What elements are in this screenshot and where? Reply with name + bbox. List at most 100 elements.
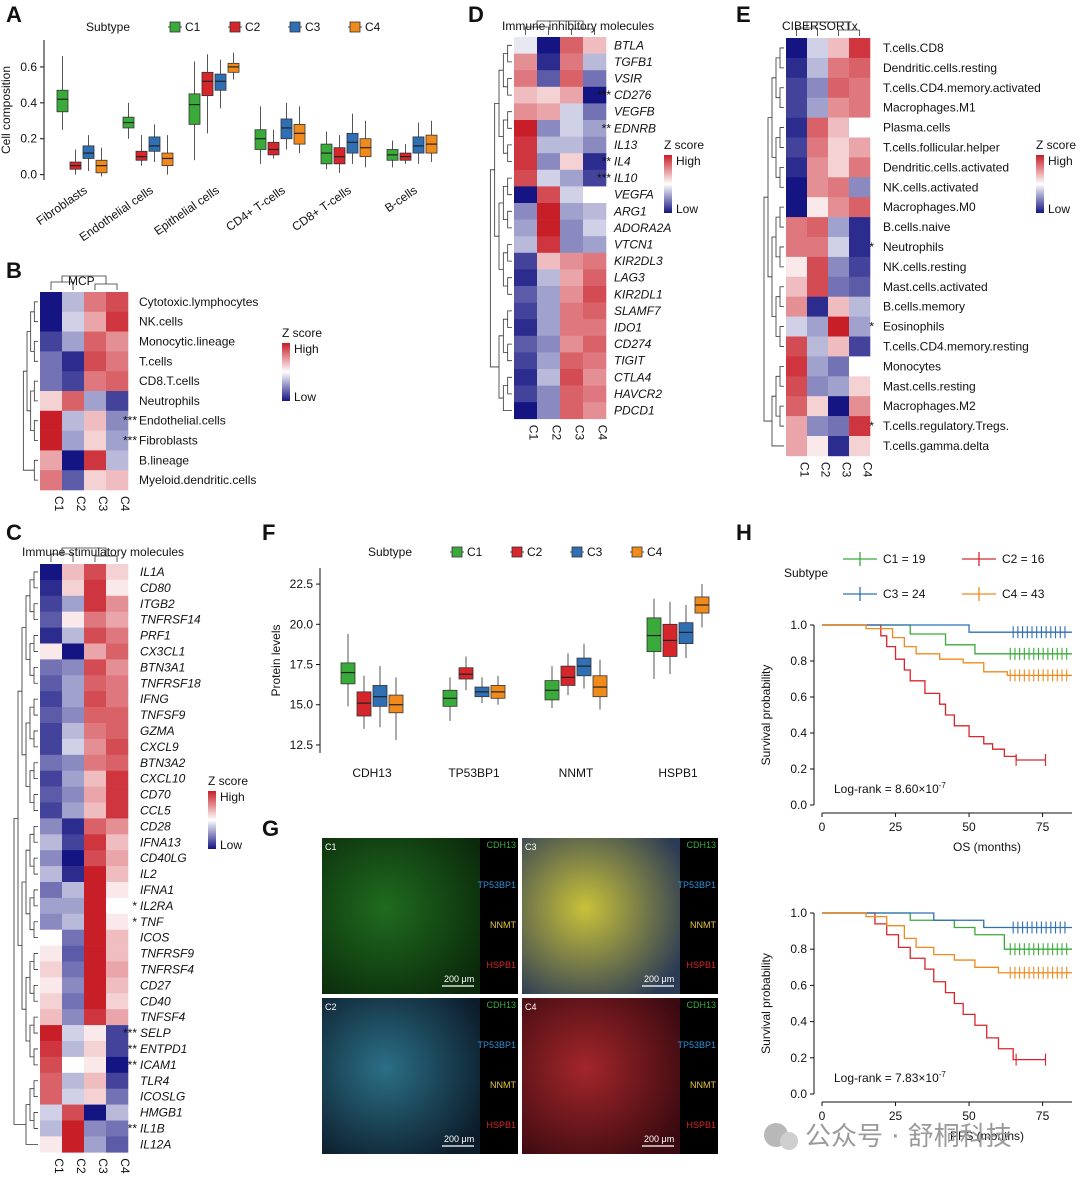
panel-d-cell xyxy=(514,236,538,254)
panel-d-row-dendro-branch xyxy=(502,53,508,88)
panel-b-row-dendro-branch xyxy=(33,301,38,323)
panel-g-marker-label: NNMT xyxy=(690,1080,716,1090)
panel-e-cell xyxy=(828,157,850,178)
panel-f-ytick-label: 20.0 xyxy=(290,617,314,631)
panel-c-cell xyxy=(62,770,85,787)
panel-b-cell xyxy=(84,351,107,372)
panel-c-significance: ** xyxy=(128,1058,138,1072)
panel-e-row-label: T.cells.follicular.helper xyxy=(883,140,1000,154)
panel-d-cell xyxy=(560,269,584,287)
panel-c-row-dendro-branch xyxy=(29,1024,34,1058)
panel-f-ytick-label: 12.5 xyxy=(290,738,314,752)
panel-e-cell xyxy=(786,396,808,417)
panel-c-cell xyxy=(84,866,107,883)
watermark-text: 公众号 · 舒桐科技 xyxy=(805,1122,1012,1152)
panel-e-cell xyxy=(786,336,808,357)
panel-b-cell xyxy=(62,410,85,431)
panel-label-b: B xyxy=(6,258,22,283)
panel-h-os-ytick-label: 1.0 xyxy=(790,618,807,632)
panel-g-tile-label: C1 xyxy=(325,842,337,852)
panel-d-cell xyxy=(537,169,561,187)
panel-c-row-dendro-branch xyxy=(29,770,34,803)
panel-d-cell xyxy=(583,186,607,204)
panel-f-ylabel: Protein levels xyxy=(269,624,283,696)
panel-c-cell xyxy=(62,675,85,692)
panel-e-cell xyxy=(807,396,829,417)
panel-b-cell xyxy=(84,470,107,491)
panel-e-cell xyxy=(807,316,829,337)
panel-e-row-label: Mast.cells.resting xyxy=(883,379,976,393)
panel-b-significance: *** xyxy=(123,414,137,428)
panel-e-cell xyxy=(786,197,808,218)
panel-d-row-label: VEGFB xyxy=(614,105,655,119)
panel-e-cell xyxy=(849,217,871,238)
panel-d-cell xyxy=(514,402,538,420)
panel-d-cell xyxy=(537,369,561,386)
panel-b-cell xyxy=(40,450,63,471)
panel-label-a: A xyxy=(6,2,22,27)
panel-d-row-label: KIR2DL1 xyxy=(614,287,663,301)
panel-b-cell xyxy=(40,371,63,392)
panel-h-os-xtick-label: 75 xyxy=(1036,820,1050,834)
panel-c-cell xyxy=(62,691,85,708)
panel-a-box-C4 xyxy=(161,152,174,167)
panel-label-d: D xyxy=(468,2,484,27)
panel-c-cell xyxy=(62,579,85,597)
panel-d-row-dendro-branch xyxy=(498,202,504,270)
panel-c-row-dendro-branch xyxy=(29,643,34,676)
panel-e-cell xyxy=(849,57,871,79)
panel-c-cell xyxy=(106,738,129,756)
panel-c-cell xyxy=(40,659,63,676)
panel-c-cell xyxy=(62,1056,85,1074)
panel-f-legend-swatch-C3 xyxy=(571,546,583,558)
panel-b-col-label: C4 xyxy=(118,496,132,512)
panel-d-row-label: CD274 xyxy=(614,337,652,351)
panel-c-cell xyxy=(40,850,63,867)
panel-c-row-label: HMGB1 xyxy=(140,1106,183,1120)
panel-c-cell xyxy=(62,738,85,756)
panel-d-col-label: C2 xyxy=(550,425,564,441)
panel-c-cell xyxy=(62,1025,85,1042)
panel-a-ytick-label: 0.2 xyxy=(20,132,37,146)
panel-e-row-label: Neutrophils xyxy=(883,240,944,254)
panel-d-row-dendro-branch xyxy=(507,244,512,262)
panel-b-row-label: Endothelial.cells xyxy=(139,414,226,428)
panel-c-cell xyxy=(84,1104,107,1121)
panel-b-cell xyxy=(62,470,85,491)
panel-e-col-label: C1 xyxy=(798,462,812,478)
panel-c-row-dendro-branch xyxy=(33,857,38,875)
panel-c-row-dendro-branch xyxy=(33,953,38,970)
panel-e-cell xyxy=(807,336,829,357)
panel-c-cell xyxy=(40,834,63,851)
panel-d-row-dendro-branch xyxy=(507,177,512,196)
panel-c-row-label: CD27 xyxy=(140,978,172,992)
panel-b-row-label: B.lineage xyxy=(139,453,189,467)
panel-h-pfs-xtick-label: 0 xyxy=(819,1109,826,1123)
panel-e-row-dendro-branch xyxy=(779,326,784,347)
panel-c-cell xyxy=(40,595,63,612)
panel-c-cell xyxy=(62,786,85,803)
panel-e-significance: * xyxy=(869,240,874,254)
panel-h-os-ytick-label: 0.8 xyxy=(790,654,807,668)
panel-e-cell xyxy=(828,436,850,457)
panel-e-cell xyxy=(786,38,808,59)
panel-c-row-label: PRF1 xyxy=(140,629,171,643)
panel-h-os-curve-C1 xyxy=(822,624,1072,655)
panel-b-cell xyxy=(84,371,107,392)
panel-c-cell xyxy=(106,866,129,883)
panel-d-cell xyxy=(514,203,538,220)
panel-h-os-curve-C2 xyxy=(822,624,1046,761)
panel-h-os-ylabel: Survival probability xyxy=(759,665,773,766)
panel-c-cell xyxy=(84,1120,107,1137)
panel-c-cell xyxy=(84,579,107,597)
panel-a-ytick-label: 0.0 xyxy=(20,168,37,182)
panel-c-cell xyxy=(62,1136,85,1153)
panel-d-cell xyxy=(537,385,561,403)
panel-c-row-dendro-branch xyxy=(33,1112,38,1129)
panel-c-col-label: C4 xyxy=(118,1158,132,1174)
panel-c-cell xyxy=(84,993,107,1010)
panel-c-row-dendro-branch xyxy=(25,977,30,1042)
panel-a-xtick-label: B-cells xyxy=(382,183,420,215)
panel-e-cell xyxy=(786,316,808,337)
panel-e-row-label: Mast.cells.activated xyxy=(883,280,988,294)
